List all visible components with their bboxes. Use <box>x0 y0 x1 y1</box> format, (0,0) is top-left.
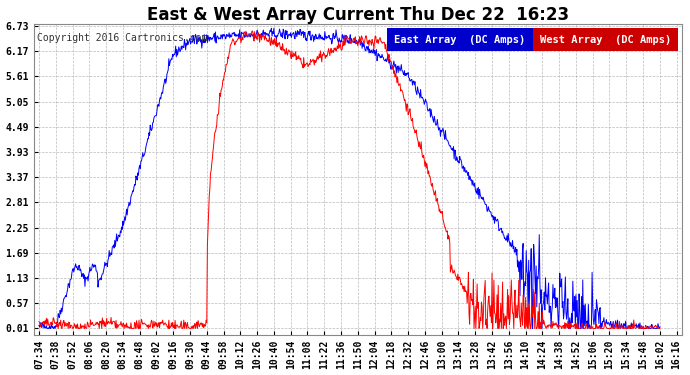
Text: Copyright 2016 Cartronics.com: Copyright 2016 Cartronics.com <box>37 33 208 43</box>
Bar <box>533 28 678 51</box>
Bar <box>387 28 533 51</box>
Text: West Array  (DC Amps): West Array (DC Amps) <box>540 34 671 45</box>
Title: East & West Array Current Thu Dec 22  16:23: East & West Array Current Thu Dec 22 16:… <box>147 6 569 24</box>
Text: East Array  (DC Amps): East Array (DC Amps) <box>394 34 525 45</box>
